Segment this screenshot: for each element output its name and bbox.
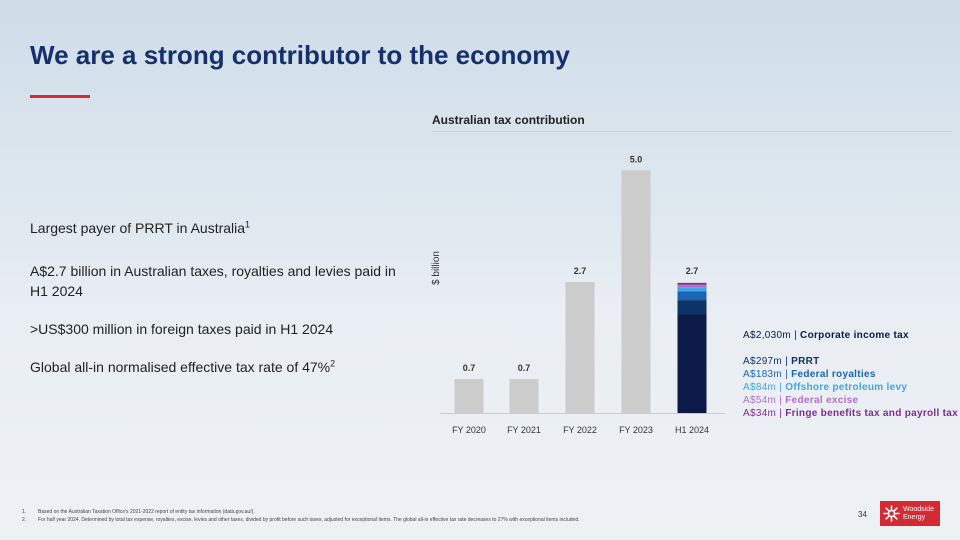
bar-segment-4: [677, 287, 707, 292]
data-label-1: 0.7: [463, 363, 476, 373]
data-label-5: 2.7: [686, 266, 699, 276]
bar-1: [454, 379, 484, 413]
woodside-flower-icon: [883, 505, 900, 522]
bar-4: [621, 170, 651, 413]
footnote-1: 1. Based on the Australian Taxation Offi…: [22, 509, 255, 515]
title-accent-line: [30, 95, 90, 98]
bar-3: [565, 282, 595, 413]
bar-segment-1: [677, 314, 707, 413]
legend-item-6: A$34m | Fringe benefits tax and payroll …: [743, 408, 958, 419]
chart-title-rule: [432, 131, 952, 132]
legend-label: PRRT: [791, 356, 820, 367]
footnotes: 1. Based on the Australian Taxation Offi…: [22, 508, 782, 524]
legend-item-1: A$2,030m | Corporate income tax: [743, 330, 909, 341]
bar-segment-5: [677, 284, 707, 288]
bar-segment-6: [677, 282, 707, 285]
category-label-3: FY 2022: [563, 425, 597, 435]
category-label-4: FY 2023: [619, 425, 653, 435]
legend-item-3: A$183m | Federal royalties: [743, 369, 876, 380]
bar-segment-2: [677, 300, 707, 315]
legend-label: Federal excise: [785, 395, 859, 406]
legend-label: Corporate income tax: [800, 330, 909, 341]
point-effective-tax-rate: Global all-in normalised effective tax r…: [30, 358, 336, 375]
category-label-1: FY 2020: [452, 425, 486, 435]
page-number: 34: [858, 510, 867, 519]
legend-item-2: A$297m | PRRT: [743, 356, 820, 367]
legend-amount: A$183m |: [743, 369, 792, 380]
legend-label: Fringe benefits tax and payroll tax: [785, 408, 959, 419]
category-label-2: FY 2021: [507, 425, 541, 435]
legend-amount: A$54m |: [743, 395, 786, 406]
woodside-logo: Woodside Energy: [880, 501, 940, 526]
category-label-5: H1 2024: [675, 425, 709, 435]
point-australian-taxes: A$2.7 billion in Australian taxes, royal…: [30, 263, 396, 299]
data-label-2: 0.7: [518, 363, 531, 373]
data-label-3: 2.7: [574, 266, 587, 276]
chart-svg: $ billion 0.7 FY 2020 0.7 FY 2021 2.7 FY 2022 5…: [431, 154, 725, 435]
point-prrt: Largest payer of PRRT in Australia1: [30, 219, 251, 236]
tax-contribution-chart: $ billion 0.7 FY 2020 0.7 FY 2021 2.7 FY 2022 5…: [420, 140, 740, 450]
legend-item-5: A$54m | Federal excise: [743, 395, 858, 406]
legend-label: Offshore petroleum levy: [785, 382, 908, 393]
legend-label: Federal royalties: [791, 369, 876, 380]
legend-item-4: A$84m | Offshore petroleum levy: [743, 382, 907, 393]
footnote-2: 2. For half year 2024. Determined by tot…: [22, 517, 580, 523]
page-title: We are a strong contributor to the econo…: [30, 40, 570, 70]
data-label-4: 5.0: [630, 154, 643, 164]
bar-2: [509, 379, 539, 413]
point-foreign-taxes: >US$300 million in foreign taxes paid in…: [30, 321, 334, 337]
legend-amount: A$2,030m |: [743, 330, 801, 341]
y-axis-label: $ billion: [431, 251, 442, 285]
legend-amount: A$297m |: [743, 356, 792, 367]
legend-amount: A$84m |: [743, 382, 786, 393]
bar-segment-3: [677, 291, 707, 301]
legend-amount: A$34m |: [743, 408, 786, 419]
logo-text: Woodside Energy: [903, 505, 935, 521]
chart-title: Australian tax contribution: [432, 113, 585, 127]
